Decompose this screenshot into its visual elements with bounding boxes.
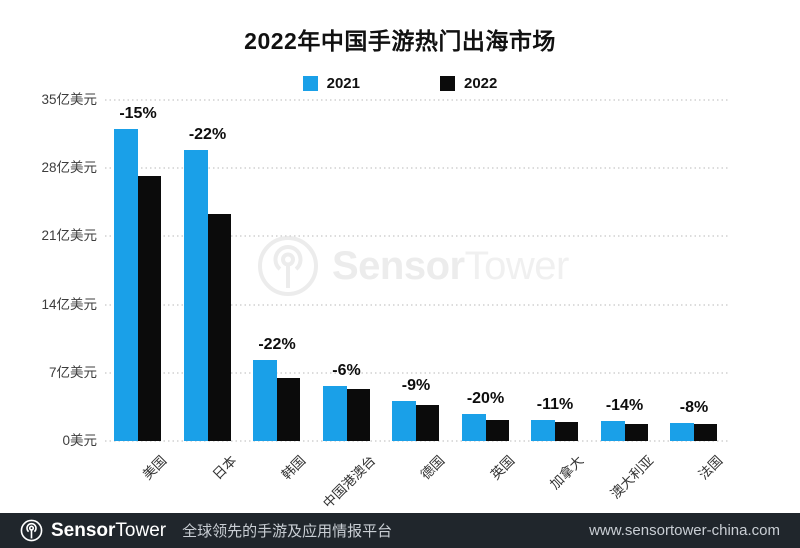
bar-2021-韩国	[253, 360, 277, 441]
pct-label-美国: -15%	[119, 105, 157, 122]
watermark: SensorTower	[256, 228, 569, 304]
legend-swatch-2022-icon	[440, 75, 455, 91]
gridline-0美元	[105, 440, 728, 442]
y-tick-35亿美元: 35亿美元	[41, 92, 97, 107]
bar-2021-澳大利亚	[600, 421, 625, 441]
bar-2021-美国	[114, 129, 138, 441]
legend-item-2021: 2021	[302, 74, 360, 92]
bar-2021-法国	[670, 423, 694, 441]
pct-label-法国: -8%	[679, 399, 709, 416]
bar-2022-德国	[416, 405, 439, 441]
bar-2022-英国	[485, 420, 509, 441]
pct-label-德国: -9%	[401, 377, 431, 394]
footer-bar: SensorTower 全球领先的手游及应用情报平台 www.sensortow…	[0, 513, 800, 548]
footer-url: www.sensortower-china.com	[589, 522, 780, 539]
pct-label-加拿大: -11%	[536, 396, 574, 413]
chart-title: 2022年中国手游热门出海市场	[244, 28, 556, 54]
footer-brand: SensorTower	[51, 520, 166, 542]
plot-area: -15% -22% -22% -6% -9% -20% -11% -14% -8%	[105, 99, 728, 442]
bar-2022-韩国	[277, 378, 300, 441]
footer-sensortower-logo-icon	[20, 519, 43, 542]
legend-label-2021: 2021	[326, 74, 360, 92]
gridline-7亿美元	[105, 371, 728, 374]
y-tick-7亿美元: 7亿美元	[48, 364, 97, 380]
footer-brand-bold: Sensor	[51, 519, 116, 541]
gridline-21亿美元	[105, 235, 728, 238]
gridline-14亿美元	[105, 303, 728, 306]
pct-label-澳大利亚: -14%	[605, 397, 644, 414]
bar-2021-德国	[392, 401, 416, 441]
bar-2022-加拿大	[555, 422, 578, 441]
y-tick-14亿美元: 14亿美元	[41, 296, 97, 312]
legend-label-2022: 2022	[464, 74, 498, 92]
legend-item-2022: 2022	[440, 75, 497, 92]
footer-brand-light: Tower	[115, 519, 167, 541]
y-tick-21亿美元: 21亿美元	[41, 228, 97, 244]
pct-label-中国港澳台: -6%	[332, 362, 361, 379]
watermark-brand-bold: Sensor	[332, 243, 465, 288]
bar-2022-美国	[138, 176, 161, 441]
watermark-brand-light: Tower	[464, 243, 570, 288]
pct-label-日本: -22%	[188, 126, 227, 143]
y-tick-0美元: 0美元	[62, 433, 97, 448]
footer-tagline: 全球领先的手游及应用情报平台	[182, 523, 393, 540]
legend-swatch-2021-icon	[302, 75, 318, 91]
gridline-28亿美元	[105, 167, 728, 170]
bar-2021-中国港澳台	[322, 386, 347, 441]
bar-2022-日本	[207, 214, 231, 441]
gridline-35亿美元	[105, 99, 728, 101]
bar-2021-加拿大	[531, 420, 555, 441]
sensortower-watermark-logo-icon	[258, 236, 318, 296]
legend: 2021 2022	[0, 72, 800, 94]
bar-2021-英国	[461, 414, 486, 441]
bar-2022-中国港澳台	[346, 389, 370, 441]
bar-2022-法国	[694, 424, 717, 441]
pct-label-英国: -20%	[466, 390, 505, 407]
bar-2021-日本	[183, 150, 208, 441]
pct-label-韩国: -22%	[258, 336, 296, 353]
y-tick-28亿美元: 28亿美元	[41, 160, 97, 176]
bar-2022-澳大利亚	[624, 424, 648, 441]
watermark-text: SensorTower	[332, 244, 569, 289]
